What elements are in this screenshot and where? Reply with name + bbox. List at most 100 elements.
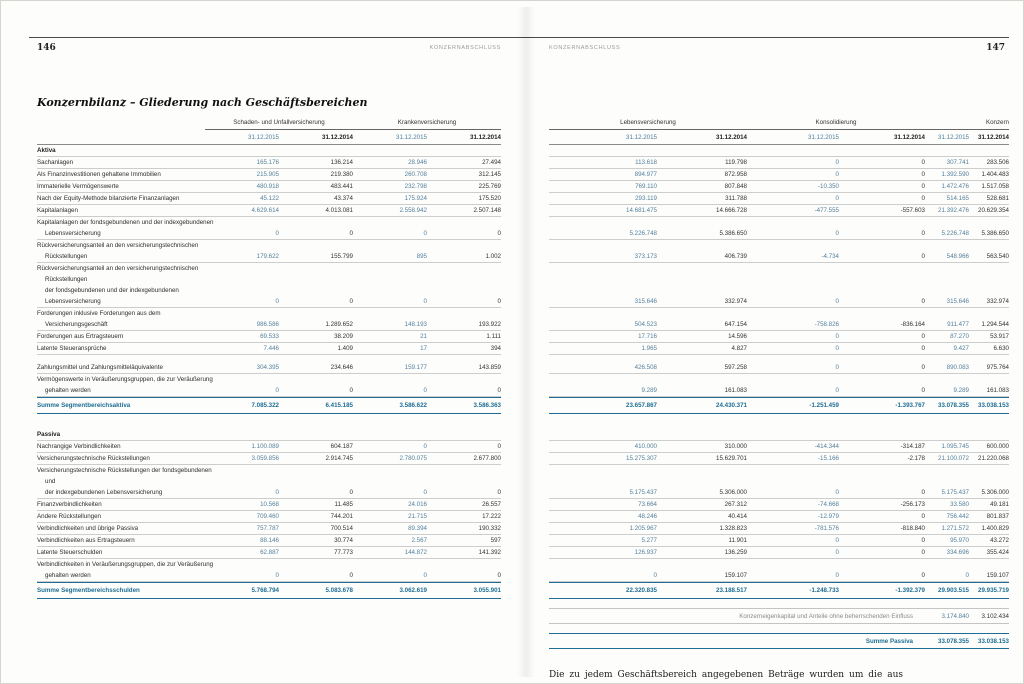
cell: 548.966: [946, 253, 969, 260]
cell: -758.826: [814, 321, 839, 328]
cell: 0: [497, 387, 501, 394]
column-group-row: Schaden- und Unfallversicherung Krankenv…: [37, 117, 501, 130]
table-row: 293.119 311.788 0 0 514.165 528.681: [549, 193, 1009, 205]
cell: 0: [921, 159, 925, 166]
table-row: Summe Segmentbereichsaktiva 7.085.322 6.41…: [37, 397, 501, 414]
table-row: 504.523 647.154 -758.826 -836.164 911.477 1.2…: [549, 308, 1009, 331]
cell: 3.059.856: [251, 455, 279, 462]
table-row: 1.965 4.827 0 0 9.427 6.630: [549, 343, 1009, 355]
cell: 0: [497, 489, 501, 496]
cell: 5.386.650: [981, 230, 1009, 237]
cell: 126.937: [634, 549, 657, 556]
table-row: 1.205.967 1.328.823 -781.576 -818.840 1.271.…: [549, 523, 1009, 535]
cell: 0: [835, 364, 839, 371]
cell: 193.922: [478, 321, 501, 328]
row-label-line: Verbindlichkeiten in Veräußerungsgruppen…: [37, 561, 214, 568]
cell: 0: [423, 298, 427, 305]
date-header: 31.12.2015: [808, 134, 839, 141]
spacer-row: [549, 414, 1009, 429]
cell: 0: [423, 489, 427, 496]
cell: -781.576: [814, 525, 839, 532]
cell: 1.289.652: [325, 321, 353, 328]
page-gutter: [517, 7, 535, 677]
cell: 0: [921, 364, 925, 371]
table-row: Versicherungstechnische Rückstellungen 3.…: [37, 453, 501, 465]
cell: 1.400.829: [981, 525, 1009, 532]
row-label: Finanzverbindlichkeiten: [37, 499, 205, 510]
table-row: Kapitalanlagen der fondsgebundenen und d…: [37, 217, 501, 240]
cell: 0: [835, 195, 839, 202]
cell: 315.646: [946, 298, 969, 305]
table-row: Passiva: [37, 429, 501, 441]
cell: 1.205.967: [629, 525, 657, 532]
cell: 143.859: [478, 364, 501, 371]
cell: 2.558.942: [399, 207, 427, 214]
cell: 6.630: [993, 345, 1009, 352]
row-label-line: Passiva: [37, 431, 61, 438]
table-row: 5.277 11.901 0 0 95.970 43.272: [549, 535, 1009, 547]
cell: 5.175.437: [941, 489, 969, 496]
equity-row: Konzerneigenkapital und Anteile ohne beh…: [549, 608, 1009, 624]
spacer-row: [549, 355, 1009, 362]
table-row: 14.681.475 14.666.728 -477.555 -557.603 21.3…: [549, 205, 1009, 217]
cell: 0: [921, 513, 925, 520]
row-label-line: Versicherungsgeschäft: [45, 321, 108, 328]
cell: 894.977: [634, 171, 657, 178]
cell: 1.328.823: [719, 525, 747, 532]
cell: 394: [490, 345, 501, 352]
column-group-kranken: Krankenversicherung: [353, 117, 501, 130]
segment-footnote: Die zu jedem Geschäftsbereich angegebene…: [549, 670, 903, 680]
cell: 410.000: [634, 443, 657, 450]
cell: 1.111: [486, 333, 501, 340]
cell: 2.677.800: [473, 455, 501, 462]
cell: 480.918: [256, 183, 279, 190]
date-header: 31.12.2014: [322, 134, 353, 141]
page-top-rule: [29, 37, 1009, 38]
cell: 95.970: [950, 537, 969, 544]
cell: 801.837: [986, 513, 1009, 520]
table-row: 426.508 597.258 0 0 890.083 975.764: [549, 362, 1009, 374]
cell: 232.798: [404, 183, 427, 190]
cell: 744.201: [330, 513, 353, 520]
cell: -1.393.767: [895, 402, 925, 409]
row-label: Andere Rückstellungen: [37, 511, 205, 522]
cell: -4.734: [821, 253, 839, 260]
cell: 23.657.867: [626, 402, 657, 409]
cell: 332.974: [724, 298, 747, 305]
column-group-leben: Lebensversicherung: [549, 117, 747, 130]
cell: 20.629.354: [978, 207, 1009, 214]
cell: 0: [921, 549, 925, 556]
cell: 872.958: [724, 171, 747, 178]
table-row: 17.716 14.596 0 0 87.270 53.917: [549, 331, 1009, 343]
row-label-line: Rückversicherungsanteil an den versicher…: [37, 265, 199, 272]
cell: 332.974: [986, 298, 1009, 305]
table-row: 5.226.748 5.386.650 0 0 5.226.748 5.386.650: [549, 217, 1009, 240]
cell: 0: [921, 333, 925, 340]
row-label: Immaterielle Vermögenswerte: [37, 181, 205, 192]
row-label: Rückversicherungsanteil an den versicher…: [37, 263, 205, 307]
row-label-line: Aktiva: [37, 147, 56, 154]
cell: 5.306.000: [719, 489, 747, 496]
cell: 45.122: [260, 195, 279, 202]
cell: 219.380: [330, 171, 353, 178]
row-label-line: gehalten werden: [45, 572, 91, 579]
table-row: 48.246 40.414 -12.979 0 756.442 801.837: [549, 511, 1009, 523]
cell: 890.083: [946, 364, 969, 371]
table-row: Rückversicherungsanteil an den versicher…: [37, 240, 501, 263]
cell: -12.979: [818, 513, 839, 520]
table-row: Latente Steuerschulden 62.887 77.773 144.87…: [37, 547, 501, 559]
cell: 24.430.371: [716, 402, 747, 409]
table-body-right: 113.618 119.798 0 0 307.741 283.506 894.977 872…: [549, 145, 1009, 599]
row-label: Verbindlichkeiten aus Ertragsteuern: [37, 535, 205, 546]
cell: 17: [420, 345, 427, 352]
table-row: Summe Segmentbereichsschulden 5.768.794 5.…: [37, 582, 501, 599]
cell: 49.181: [990, 501, 1009, 508]
row-label-line: Finanzverbindlichkeiten: [37, 501, 102, 508]
cell: 119.798: [725, 159, 747, 166]
table-row: Verbindlichkeiten und übrige Passiva 757.…: [37, 523, 501, 535]
table-row: Verbindlichkeiten aus Ertragsteuern 88.14…: [37, 535, 501, 547]
cell: 11.901: [728, 537, 747, 544]
cell: 0: [921, 345, 925, 352]
cell: 426.508: [634, 364, 657, 371]
row-label: Forderungen inklusive Forderungen aus de…: [37, 308, 205, 330]
